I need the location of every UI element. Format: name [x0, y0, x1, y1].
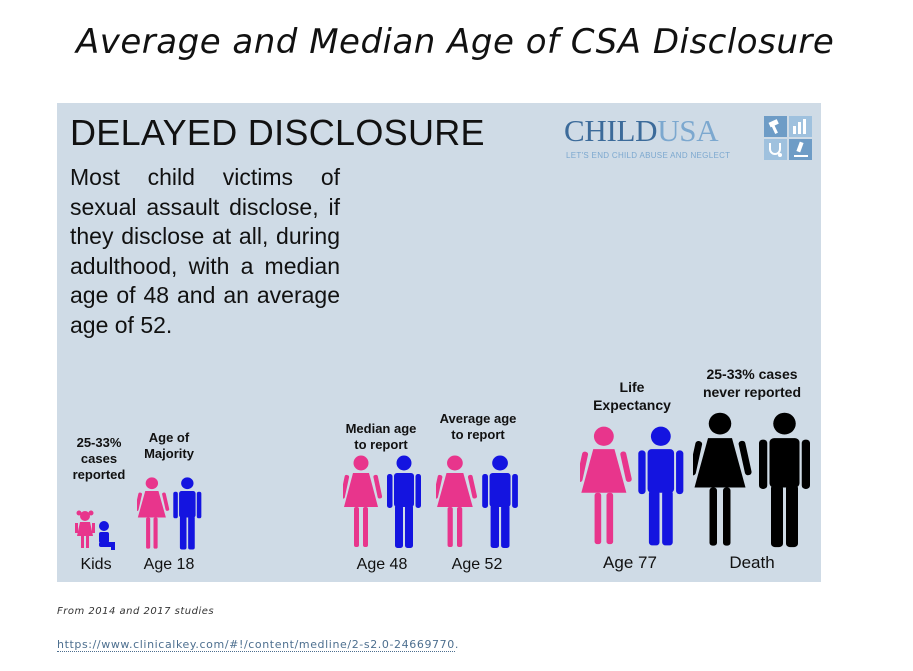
infographic-body-text: Most child victims of sexual assault dis… [70, 164, 340, 338]
caption-age-of-majority: Age of Majority [144, 430, 194, 461]
woman-icon [343, 455, 383, 547]
logo-tagline: LET'S END CHILD ABUSE AND NEGLECT [566, 151, 731, 160]
stethoscope-icon [764, 139, 787, 160]
logo-name-usa: USA [657, 113, 719, 148]
woman-icon [693, 412, 752, 546]
age-label-77: Age 77 [603, 553, 657, 572]
caption-life-expectancy: Life Expectancy [593, 379, 671, 413]
bar-chart-icon [789, 116, 812, 137]
microscope-icon [789, 139, 812, 160]
man-icon [173, 477, 202, 550]
age-label-18: Age 18 [143, 556, 195, 573]
man-icon [482, 455, 518, 548]
age-label-48: Age 48 [356, 556, 408, 573]
woman-icon [580, 426, 632, 545]
caption-average-age: Average age to report [439, 411, 517, 442]
woman-icon [436, 455, 478, 547]
logo-wordmark: CHILDUSA [564, 113, 719, 149]
childusa-logo: CHILDUSA LET'S END CHILD ABUSE AND NEGLE… [564, 113, 814, 163]
caption-median-age: Median age to report [345, 421, 417, 452]
woman-icon [137, 477, 170, 549]
man-icon [759, 412, 810, 548]
woman-man-icon [343, 455, 421, 548]
source-note: From 2014 and 2017 studies [57, 606, 215, 617]
gavel-icon [764, 116, 787, 137]
children-icon [75, 510, 115, 550]
man-icon [638, 426, 684, 546]
source-link[interactable]: https://www.clinicalkey.com/#!/content/m… [57, 638, 455, 652]
woman-man-black-icon [693, 412, 810, 548]
age-label-52: Age 52 [451, 556, 503, 573]
man-icon [387, 455, 421, 548]
woman-man-icon [137, 477, 202, 550]
caption-kids-reported: 25-33% cases reported [72, 435, 126, 482]
caption-never-reported: 25-33% cases never reported [702, 366, 802, 400]
woman-man-icon [580, 426, 684, 546]
source-url-period: . [454, 638, 459, 651]
infographic-heading: DELAYED DISCLOSURE [70, 112, 485, 153]
infographic-panel: DELAYED DISCLOSURE Most child victims of… [57, 103, 821, 582]
page-title: Average and Median Age of CSA Disclosure [76, 22, 835, 62]
logo-name-child: CHILD [564, 113, 658, 148]
source-url[interactable]: https://www.clinicalkey.com/#!/content/m… [57, 638, 459, 652]
logo-icon-grid [764, 116, 812, 160]
age-label-death: Death [729, 553, 775, 572]
age-label-kids: Kids [80, 556, 112, 573]
woman-man-icon [436, 455, 518, 548]
